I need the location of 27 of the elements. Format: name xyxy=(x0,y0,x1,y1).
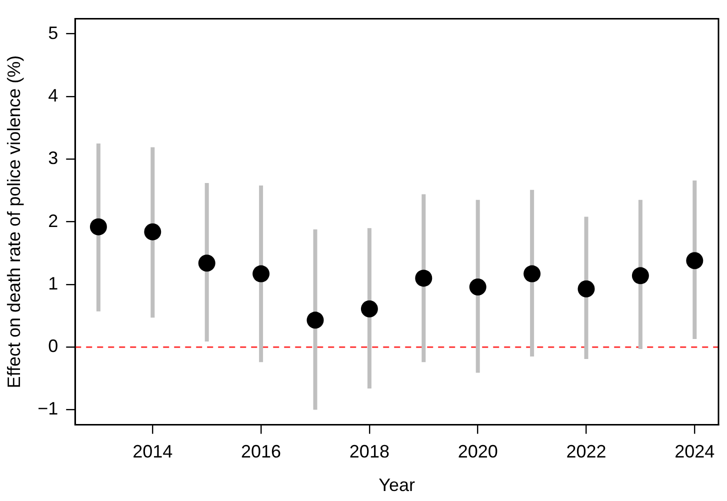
point xyxy=(686,252,704,270)
x-tick-label: 2020 xyxy=(458,442,498,462)
point xyxy=(632,267,649,284)
y-tick-label: 4 xyxy=(48,85,58,106)
y-axis-title: Effect on death rate of police violence (%) xyxy=(4,55,24,388)
point xyxy=(415,270,432,287)
y-tick-label: 3 xyxy=(48,148,58,168)
point xyxy=(252,265,270,282)
point xyxy=(578,280,595,298)
y-tick-label: 0 xyxy=(48,336,58,356)
point xyxy=(90,218,107,236)
y-tick-label: 1 xyxy=(48,273,58,294)
x-tick-label: 2018 xyxy=(349,442,390,462)
x-axis-title: Year xyxy=(378,475,415,496)
point xyxy=(469,278,486,296)
x-tick-label: 2014 xyxy=(132,442,173,462)
y-tick-label: −1 xyxy=(38,398,58,419)
point xyxy=(360,300,378,318)
point xyxy=(144,223,162,240)
point xyxy=(306,312,324,329)
y-tick-label: 2 xyxy=(48,210,58,231)
x-tick-label: 2022 xyxy=(566,442,606,462)
x-tick-label: 2016 xyxy=(241,442,282,462)
y-tick-label: 5 xyxy=(48,22,58,43)
point xyxy=(198,254,216,272)
point xyxy=(524,265,541,282)
x-tick-label: 2024 xyxy=(674,442,715,462)
